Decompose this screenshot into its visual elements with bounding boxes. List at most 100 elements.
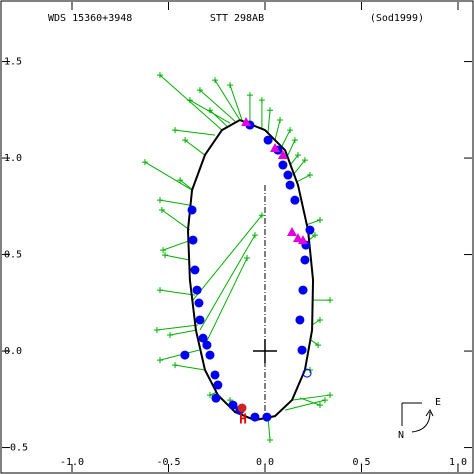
observation-dot — [283, 170, 293, 180]
x-tick-label: 0.0 — [256, 457, 274, 468]
observation-plus — [244, 255, 251, 262]
observation-dot — [194, 298, 204, 308]
observation-plus — [322, 397, 329, 404]
observation-letter: H — [239, 413, 247, 428]
compass — [401, 402, 434, 433]
title-right: (Sod1999) — [370, 13, 424, 24]
residual-line — [310, 339, 319, 346]
residual-line — [174, 364, 206, 371]
residual-line — [159, 349, 200, 361]
residual-line — [209, 109, 229, 128]
observation-plus — [277, 117, 284, 124]
residual-line — [179, 179, 194, 191]
observation-triangle — [270, 143, 281, 153]
observation-circle — [302, 368, 312, 378]
observation-plus — [258, 212, 265, 219]
observation-plus — [316, 402, 323, 409]
residual-line — [291, 394, 331, 401]
residual-line — [274, 119, 281, 141]
observation-dot — [213, 380, 223, 390]
residual-line — [199, 234, 256, 331]
observation-plus — [186, 97, 193, 104]
observation-plus — [206, 392, 213, 399]
observation-dot — [262, 412, 272, 422]
observation-plus — [301, 157, 308, 164]
observation-dot — [263, 135, 273, 145]
observation-dot — [290, 195, 300, 205]
observation-dot — [295, 315, 305, 325]
y-tick-label: -0.5 — [4, 443, 28, 454]
observation-plus — [291, 137, 298, 144]
observation-plus — [246, 92, 253, 99]
observation-dot — [228, 400, 238, 410]
observation-plus — [153, 327, 160, 334]
residual-line — [229, 84, 243, 121]
observation-plus — [156, 357, 163, 364]
x-tick-label: 0.5 — [352, 457, 370, 468]
observation-plus — [160, 247, 167, 254]
residual-line — [292, 159, 306, 176]
y-tick-label: 0.5 — [4, 250, 22, 261]
observation-plus — [267, 437, 274, 444]
residual-line — [281, 129, 291, 147]
observation-plus — [177, 177, 184, 184]
x-tick-label: -0.5 — [156, 457, 180, 468]
y-tick-label: 1.0 — [4, 153, 22, 164]
residual-line — [267, 417, 271, 441]
observation-dot — [285, 180, 295, 190]
residual-line — [144, 161, 193, 191]
x-tick-label: 1.0 — [449, 457, 467, 468]
observation-dot — [188, 235, 198, 245]
observation-plus — [267, 107, 274, 114]
observation-plus — [206, 107, 213, 114]
residual-line — [184, 139, 206, 156]
residual-line — [287, 139, 296, 156]
observation-plus — [182, 137, 189, 144]
observation-plus — [156, 72, 163, 79]
observation-dot — [187, 205, 197, 215]
observation-plus — [316, 217, 323, 224]
residual-line — [311, 319, 321, 326]
title-left: WDS 15360+3948 — [48, 13, 132, 24]
observation-dot — [237, 403, 247, 413]
residual-line — [156, 324, 199, 331]
observation-plus — [251, 232, 258, 239]
observation-plus — [156, 287, 163, 294]
residual-line — [295, 174, 311, 183]
observation-plus — [141, 159, 148, 166]
observation-dot — [180, 350, 190, 360]
observation-plus — [156, 197, 163, 204]
residual-line — [161, 209, 191, 231]
observation-dot — [202, 340, 212, 350]
y-tick-label: 1.5 — [4, 57, 22, 68]
residual-line — [308, 234, 316, 241]
observation-plus — [327, 297, 334, 304]
observation-plus — [306, 172, 313, 179]
residual-line — [289, 154, 299, 166]
observation-dot — [297, 345, 307, 355]
observation-dot — [198, 333, 208, 343]
observation-dot — [300, 255, 310, 265]
observation-triangle — [298, 235, 309, 245]
observation-plus — [162, 252, 169, 259]
residual-line — [174, 129, 216, 136]
observation-triangle — [287, 226, 298, 236]
y-tick-label: 0.0 — [4, 346, 22, 357]
compass-north: N — [398, 430, 404, 441]
observation-plus — [172, 362, 179, 369]
observation-plus — [315, 342, 322, 349]
observation-plus — [294, 152, 301, 159]
residual-line — [159, 199, 190, 206]
observation-plus — [211, 77, 218, 84]
observation-plus — [316, 316, 323, 323]
residual-line — [299, 397, 321, 406]
observation-dot — [205, 350, 215, 360]
residual-line — [204, 257, 248, 346]
observation-plus — [227, 82, 234, 89]
observation-plus — [167, 332, 174, 339]
observation-dot — [195, 315, 205, 325]
observation-dot — [305, 225, 315, 235]
residual-line — [214, 79, 241, 121]
residual-line — [305, 219, 321, 226]
